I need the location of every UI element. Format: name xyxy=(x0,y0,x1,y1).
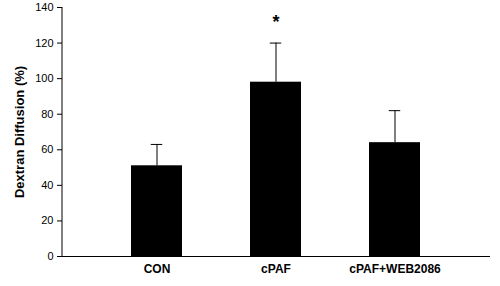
svg-text:20: 20 xyxy=(41,214,53,226)
svg-text:cPAF: cPAF xyxy=(261,262,291,276)
svg-text:cPAF+WEB2086: cPAF+WEB2086 xyxy=(349,262,441,276)
svg-text:40: 40 xyxy=(41,179,53,191)
svg-text:Dextran Diffusion (%): Dextran Diffusion (%) xyxy=(12,66,27,198)
svg-text:*: * xyxy=(272,12,279,32)
svg-text:120: 120 xyxy=(35,37,53,49)
svg-text:100: 100 xyxy=(35,72,53,84)
svg-text:0: 0 xyxy=(47,250,53,262)
svg-text:140: 140 xyxy=(35,1,53,13)
svg-text:60: 60 xyxy=(41,143,53,155)
svg-text:80: 80 xyxy=(41,108,53,120)
svg-text:CON: CON xyxy=(144,262,171,276)
